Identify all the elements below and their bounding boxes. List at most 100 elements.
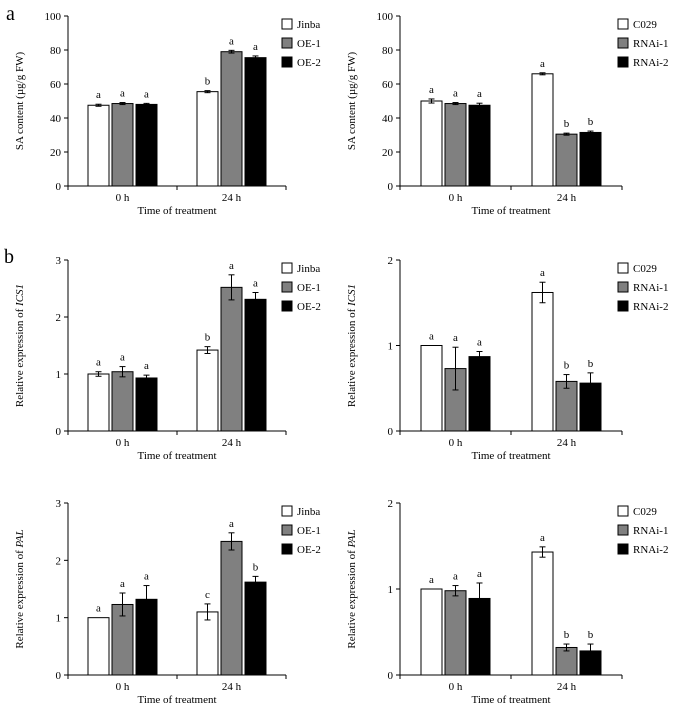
chart-2: 0 1 2 3 a a a 0 h b a a 24 h Time of treatment Relati… — [14, 255, 321, 462]
significance-letter: b — [588, 358, 594, 370]
significance-letter: a — [477, 568, 482, 580]
y-axis-title-gene: PAL — [14, 529, 26, 548]
legend-label-rnai-1: RNAi-1 — [633, 525, 668, 537]
chart-5: 0 1 2 a a a 0 h a b b 24 h Time of treatment Relativ… — [346, 498, 668, 704]
legend-label-rnai-1: RNAi-1 — [633, 282, 668, 294]
legend-label-jinba: Jinba — [297, 506, 320, 518]
y-tick-label: 0 — [56, 670, 62, 682]
legend-label-c029: C029 — [633, 263, 657, 275]
bar-rnai-2-1 — [579, 131, 602, 187]
y-axis-title-gene: ICS1 — [14, 284, 26, 307]
legend-swatch-rnai-1 — [617, 281, 629, 293]
bar-jinba-1 — [196, 349, 219, 432]
bar-oe-2-0 — [135, 103, 158, 187]
y-axis-title: Relative expression of ICS1 — [14, 284, 26, 407]
bar-jinba-0 — [87, 104, 110, 187]
chart-4: 0 1 2 3 a a a 0 h c a b 24 h Time of treatment Relati… — [14, 498, 321, 704]
x-category-label: 0 h — [116, 681, 130, 693]
bar-oe-1-0 — [111, 103, 134, 187]
y-tick-label: 2 — [56, 555, 62, 567]
significance-letter: c — [205, 589, 210, 601]
bar-rnai-2-0 — [468, 104, 491, 187]
bar-jinba-1 — [196, 611, 219, 676]
legend-swatch-oe-2 — [281, 300, 293, 312]
significance-letter: b — [588, 629, 594, 641]
legend-label-oe-2: OE-2 — [297, 544, 321, 556]
bar-rnai-1-0 — [444, 103, 467, 187]
x-category-label: 0 h — [449, 437, 463, 449]
legend-swatch-oe-1 — [281, 281, 293, 293]
legend-swatch-c029 — [617, 505, 629, 517]
y-tick-label: 2 — [56, 312, 62, 324]
y-tick-label: 1 — [388, 341, 394, 353]
bar-c029-1 — [531, 291, 554, 432]
legend-label-c029: C029 — [633, 506, 657, 518]
legend-label-rnai-2: RNAi-2 — [633, 544, 668, 556]
y-tick-label: 1 — [388, 584, 394, 596]
y-tick-label: 3 — [56, 498, 62, 510]
y-axis-title-gene: PAL — [346, 529, 358, 548]
significance-letter: a — [253, 41, 258, 53]
legend-swatch-jinba — [281, 505, 293, 517]
significance-letter: b — [588, 116, 594, 128]
y-axis-title: SA content (µg/g FW) — [346, 52, 358, 151]
y-axis-title-text: Relative expression of — [346, 306, 358, 407]
legend-swatch-oe-2 — [281, 543, 293, 555]
y-tick-label: 1 — [56, 613, 62, 625]
significance-letter: a — [253, 277, 258, 289]
bar-rnai-1-1 — [555, 380, 578, 432]
legend-swatch-rnai-2 — [617, 543, 629, 555]
bar-oe-1-1 — [220, 51, 243, 187]
legend-label-oe-2: OE-2 — [297, 301, 321, 313]
legend-swatch-oe-1 — [281, 37, 293, 49]
legend-label-oe-2: OE-2 — [297, 57, 321, 69]
significance-letter: a — [96, 89, 101, 101]
legend-swatch-oe-1 — [281, 524, 293, 536]
y-tick-label: 80 — [382, 45, 394, 57]
x-category-label: 24 h — [222, 437, 242, 449]
bar-rnai-1-1 — [555, 646, 578, 676]
legend-label-jinba: Jinba — [297, 19, 320, 31]
legend-swatch-jinba — [281, 262, 293, 274]
significance-letter: a — [96, 603, 101, 615]
y-tick-label: 60 — [50, 79, 62, 91]
legend-swatch-rnai-2 — [617, 56, 629, 68]
bar-oe-2-1 — [244, 57, 267, 187]
chart-3: 0 1 2 a a a 0 h a b b 24 h Time of treatment Relativ… — [346, 255, 668, 462]
bar-c029-1 — [531, 73, 554, 187]
significance-letter: b — [205, 76, 211, 88]
y-tick-label: 60 — [382, 79, 394, 91]
x-axis-title: Time of treatment — [471, 694, 550, 704]
significance-letter: a — [429, 574, 434, 586]
legend-swatch-c029 — [617, 18, 629, 30]
bar-rnai-1-1 — [555, 133, 578, 187]
significance-letter: a — [229, 35, 234, 47]
y-tick-label: 80 — [50, 45, 62, 57]
x-category-label: 24 h — [557, 681, 577, 693]
y-tick-label: 40 — [382, 113, 394, 125]
chart-1: 0 20 40 60 80 100 a a a 0 h a b b 24 h Time of treatme… — [346, 11, 668, 217]
y-tick-label: 3 — [56, 255, 62, 267]
legend-label-oe-1: OE-1 — [297, 282, 321, 294]
y-tick-label: 0 — [388, 426, 394, 438]
chart-0: 0 20 40 60 80 100 a a a 0 h b a a 24 h Time of treatme… — [14, 11, 321, 217]
x-category-label: 0 h — [449, 681, 463, 693]
y-tick-label: 0 — [56, 426, 62, 438]
significance-letter: a — [229, 260, 234, 272]
significance-letter: a — [120, 88, 125, 100]
y-axis-title: Relative expression of PAL — [14, 529, 26, 648]
bar-oe-2-0 — [135, 377, 158, 432]
significance-letter: a — [429, 331, 434, 343]
y-tick-label: 0 — [56, 181, 62, 193]
y-tick-label: 100 — [45, 11, 62, 23]
bar-rnai-2-0 — [468, 356, 491, 432]
significance-letter: a — [144, 571, 149, 583]
significance-letter: a — [477, 336, 482, 348]
significance-letter: a — [453, 88, 458, 100]
legend-swatch-c029 — [617, 262, 629, 274]
significance-letter: b — [205, 332, 211, 344]
x-axis-title: Time of treatment — [471, 205, 550, 217]
bar-c029-0 — [420, 100, 443, 187]
legend-swatch-rnai-1 — [617, 524, 629, 536]
x-axis-title: Time of treatment — [137, 450, 216, 462]
